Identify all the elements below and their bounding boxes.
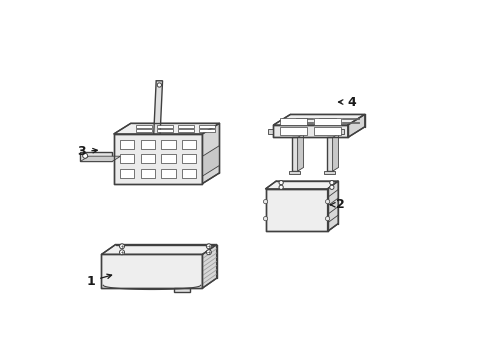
Polygon shape — [266, 181, 338, 189]
Polygon shape — [328, 181, 338, 231]
Polygon shape — [178, 125, 194, 128]
Polygon shape — [273, 125, 348, 138]
Polygon shape — [120, 154, 134, 163]
Polygon shape — [80, 152, 112, 162]
Polygon shape — [296, 118, 313, 120]
Polygon shape — [114, 134, 202, 184]
Polygon shape — [101, 244, 217, 255]
Polygon shape — [297, 134, 304, 171]
Polygon shape — [339, 129, 343, 134]
Polygon shape — [161, 154, 175, 163]
Polygon shape — [342, 118, 359, 120]
Polygon shape — [174, 288, 190, 292]
Circle shape — [157, 83, 162, 87]
Polygon shape — [319, 118, 336, 120]
Polygon shape — [141, 140, 155, 149]
Polygon shape — [80, 156, 121, 162]
Polygon shape — [141, 169, 155, 178]
Circle shape — [325, 199, 330, 204]
Polygon shape — [198, 130, 215, 132]
Text: 3: 3 — [77, 145, 98, 158]
Polygon shape — [136, 125, 152, 128]
Text: 2: 2 — [330, 198, 345, 211]
Circle shape — [120, 250, 124, 255]
Circle shape — [325, 216, 330, 221]
Polygon shape — [314, 127, 341, 135]
Polygon shape — [157, 130, 172, 132]
Polygon shape — [296, 122, 313, 123]
Circle shape — [120, 244, 124, 249]
Polygon shape — [333, 134, 339, 171]
Polygon shape — [141, 154, 155, 163]
Circle shape — [264, 216, 268, 221]
Circle shape — [279, 185, 283, 189]
Polygon shape — [314, 118, 341, 125]
Polygon shape — [292, 138, 297, 171]
Polygon shape — [182, 169, 196, 178]
Polygon shape — [280, 127, 307, 135]
Circle shape — [330, 180, 334, 185]
Polygon shape — [198, 125, 215, 128]
Polygon shape — [182, 140, 196, 149]
Polygon shape — [120, 140, 134, 149]
Polygon shape — [289, 171, 300, 174]
Polygon shape — [327, 138, 333, 171]
Polygon shape — [324, 171, 336, 174]
Polygon shape — [202, 145, 220, 176]
Circle shape — [206, 250, 211, 255]
Circle shape — [83, 153, 88, 158]
Polygon shape — [348, 114, 365, 138]
Polygon shape — [101, 255, 202, 288]
Polygon shape — [120, 169, 134, 178]
Polygon shape — [202, 123, 220, 184]
Polygon shape — [161, 169, 175, 178]
Polygon shape — [154, 81, 163, 134]
Polygon shape — [182, 154, 196, 163]
Text: 1: 1 — [86, 274, 112, 288]
Polygon shape — [342, 122, 359, 123]
Circle shape — [264, 199, 268, 204]
Polygon shape — [280, 118, 307, 125]
Polygon shape — [266, 189, 328, 231]
Polygon shape — [136, 130, 152, 132]
Text: 4: 4 — [339, 95, 356, 108]
Circle shape — [279, 180, 283, 185]
Circle shape — [206, 244, 211, 249]
Polygon shape — [161, 140, 175, 149]
Polygon shape — [269, 129, 273, 134]
Polygon shape — [157, 125, 172, 128]
Polygon shape — [273, 114, 365, 125]
Polygon shape — [114, 123, 220, 134]
Polygon shape — [178, 130, 194, 132]
Polygon shape — [202, 244, 217, 288]
Circle shape — [330, 185, 334, 189]
Polygon shape — [319, 122, 336, 123]
